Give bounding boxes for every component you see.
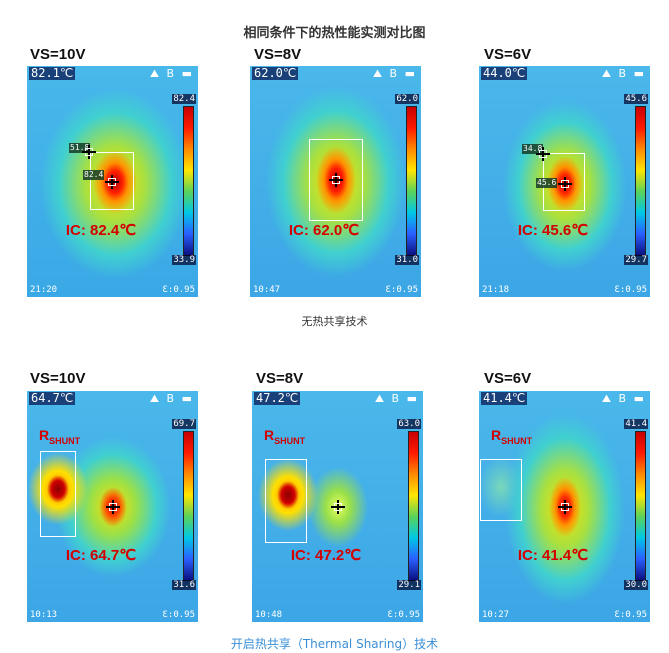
crosshair-icon <box>329 173 343 187</box>
ic-temperature-label: IC: 41.4℃ <box>517 547 589 564</box>
scale-max: 62.0 <box>395 94 419 104</box>
color-scale-bar <box>635 106 646 256</box>
crosshair-icon <box>82 145 96 159</box>
measurement-box <box>90 152 134 210</box>
spot-temperature: 41.4℃ <box>481 391 528 405</box>
rshunt-box <box>480 459 522 521</box>
vs-label-5: VS=8V <box>256 370 304 387</box>
scale-min: 31.6 <box>172 580 196 590</box>
crosshair-icon <box>536 147 550 161</box>
crosshair-icon <box>331 500 345 514</box>
time-stamp: 10:27 <box>482 610 510 620</box>
spot-temperature: 64.7℃ <box>29 391 76 405</box>
rshunt-box <box>40 451 76 537</box>
ic-temperature-label: IC: 64.7℃ <box>65 547 137 564</box>
spot-temperature: 44.0℃ <box>481 66 528 80</box>
scale-max: 63.0 <box>397 419 421 429</box>
time-stamp: 21:20 <box>30 285 58 295</box>
time-stamp: 10:13 <box>30 610 58 620</box>
point-tag-2: 82.4 <box>83 170 105 180</box>
point-tag-1: 51.8 <box>69 143 91 153</box>
point-tag-2: 45.6 <box>536 178 558 188</box>
crosshair-icon <box>558 177 572 191</box>
vs-label-2: VS=8V <box>254 46 302 63</box>
crosshair-icon <box>105 175 119 189</box>
status-icons: ⛰ B ▬ <box>149 392 194 405</box>
status-icons: ⛰ B ▬ <box>601 67 646 80</box>
scale-min: 29.7 <box>624 255 648 265</box>
status-icons: ⛰ B ▬ <box>372 67 417 80</box>
emissivity: Ɛ:0.95 <box>614 610 647 620</box>
thermal-image-panel-6: 41.4℃ ⛰ B ▬ 41.4 30.0 RSHUNT IC: 41.4℃ 1… <box>479 391 650 622</box>
vs-label-4: VS=10V <box>30 370 86 387</box>
ic-temperature-label: IC: 47.2℃ <box>290 547 362 564</box>
scale-min: 29.1 <box>397 580 421 590</box>
scale-min: 31.0 <box>395 255 419 265</box>
spot-temperature: 47.2℃ <box>254 391 301 405</box>
thermal-image-panel-1: 82.1℃ ⛰ B ▬ 82.4 33.9 51.8 82.4 IC: 82.4… <box>27 66 198 297</box>
ic-temperature-label: IC: 82.4℃ <box>65 222 137 239</box>
color-scale-bar <box>408 431 419 581</box>
color-scale-bar <box>635 431 646 581</box>
spot-temperature: 62.0℃ <box>252 66 299 80</box>
scale-max: 45.6 <box>624 94 648 104</box>
time-stamp: 21:18 <box>482 285 510 295</box>
emissivity: Ɛ:0.95 <box>162 610 195 620</box>
color-scale-bar <box>183 106 194 256</box>
section-subtitle: 无热共享技术 <box>301 315 368 328</box>
scale-max: 69.7 <box>172 419 196 429</box>
color-scale-bar <box>183 431 194 581</box>
status-icons: ⛰ B ▬ <box>149 67 194 80</box>
point-tag-1: 34.8 <box>522 144 544 154</box>
rshunt-label: RSHUNT <box>491 427 533 446</box>
vs-label-6: VS=6V <box>484 370 532 387</box>
scale-max: 82.4 <box>172 94 196 104</box>
spot-temperature: 82.1℃ <box>29 66 76 80</box>
ic-temperature-label: IC: 45.6℃ <box>517 222 589 239</box>
rshunt-box <box>265 459 307 543</box>
emissivity: Ɛ:0.95 <box>614 285 647 295</box>
ic-temperature-label: IC: 62.0℃ <box>288 222 360 239</box>
figure-title: 相同条件下的热性能实测对比图 <box>243 26 426 41</box>
vs-label-3: VS=6V <box>484 46 532 63</box>
thermal-image-panel-5: 47.2℃ ⛰ B ▬ 63.0 29.1 RSHUNT IC: 47.2℃ 1… <box>252 391 423 622</box>
status-icons: ⛰ B ▬ <box>374 392 419 405</box>
color-scale-bar <box>406 106 417 256</box>
crosshair-icon <box>106 500 120 514</box>
scale-min: 33.9 <box>172 255 196 265</box>
scale-min: 30.0 <box>624 580 648 590</box>
rshunt-label: RSHUNT <box>39 427 81 446</box>
rshunt-label: RSHUNT <box>264 427 306 446</box>
emissivity: Ɛ:0.95 <box>385 285 418 295</box>
vs-label-1: VS=10V <box>30 46 86 63</box>
figure-caption: 开启热共享（Thermal Sharing）技术 <box>230 637 439 651</box>
time-stamp: 10:47 <box>253 285 281 295</box>
thermal-image-panel-2: 62.0℃ ⛰ B ▬ 62.0 31.0 IC: 62.0℃ 10:47 Ɛ:… <box>250 66 421 297</box>
scale-max: 41.4 <box>624 419 648 429</box>
status-icons: ⛰ B ▬ <box>601 392 646 405</box>
crosshair-icon <box>558 500 572 514</box>
emissivity: Ɛ:0.95 <box>387 610 420 620</box>
time-stamp: 10:48 <box>255 610 283 620</box>
thermal-image-panel-3: 44.0℃ ⛰ B ▬ 45.6 29.7 34.8 45.6 IC: 45.6… <box>479 66 650 297</box>
thermal-image-panel-4: 64.7℃ ⛰ B ▬ 69.7 31.6 RSHUNT IC: 64.7℃ 1… <box>27 391 198 622</box>
emissivity: Ɛ:0.95 <box>162 285 195 295</box>
measurement-box <box>309 139 363 221</box>
